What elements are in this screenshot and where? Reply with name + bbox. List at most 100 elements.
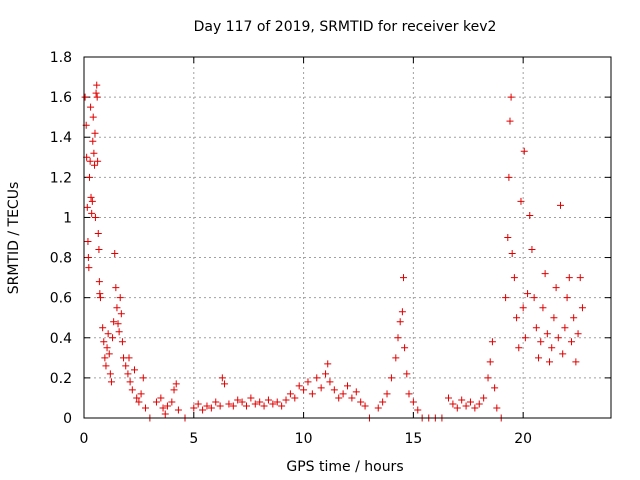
data-point	[116, 294, 124, 302]
data-point	[548, 344, 556, 352]
y-tick-label: 1.6	[50, 90, 72, 106]
data-point	[91, 161, 99, 169]
data-point	[578, 304, 586, 312]
data-point	[242, 402, 250, 410]
data-point	[572, 358, 580, 366]
data-point	[541, 270, 549, 278]
data-point	[403, 370, 411, 378]
data-point	[87, 103, 95, 111]
data-point	[94, 157, 102, 165]
data-point	[543, 330, 551, 338]
data-point	[95, 278, 103, 286]
data-point	[521, 334, 529, 342]
data-point	[399, 274, 407, 282]
data-point	[89, 137, 97, 145]
data-point	[170, 386, 178, 394]
data-point	[218, 374, 226, 382]
data-point	[89, 113, 97, 121]
data-point	[126, 378, 134, 386]
data-point	[113, 304, 121, 312]
data-point	[392, 354, 400, 362]
data-point	[520, 147, 528, 155]
data-point	[530, 294, 538, 302]
y-tick-label: 0.4	[50, 331, 72, 347]
data-point	[546, 358, 554, 366]
data-point	[112, 284, 120, 292]
data-point	[480, 394, 488, 402]
data-point	[308, 390, 316, 398]
data-point	[163, 402, 171, 410]
data-point	[111, 250, 119, 258]
data-point	[124, 370, 132, 378]
data-point	[203, 402, 211, 410]
data-point	[502, 294, 510, 302]
data-point	[131, 366, 139, 374]
data-point	[269, 400, 277, 408]
data-point	[458, 396, 466, 404]
data-point	[86, 157, 94, 165]
data-point	[409, 398, 417, 406]
data-point	[508, 250, 516, 258]
data-point	[510, 274, 518, 282]
data-point	[157, 394, 165, 402]
data-point	[552, 284, 560, 292]
data-point	[513, 314, 521, 322]
data-point	[251, 400, 259, 408]
data-point	[576, 274, 584, 282]
data-point	[247, 394, 255, 402]
data-point	[405, 390, 413, 398]
data-point	[117, 310, 125, 318]
chart-title: Day 117 of 2019, SRMTID for receiver kev…	[194, 19, 497, 35]
data-point	[199, 406, 207, 414]
data-series	[81, 81, 586, 422]
data-point	[357, 398, 365, 406]
data-point	[563, 294, 571, 302]
data-point	[396, 318, 404, 326]
y-tick-label: 0.2	[50, 371, 72, 387]
data-point	[286, 390, 294, 398]
data-point	[539, 304, 547, 312]
data-point	[221, 380, 229, 388]
data-point	[273, 398, 281, 406]
data-point	[383, 390, 391, 398]
data-point	[135, 398, 143, 406]
data-point	[532, 324, 540, 332]
data-point	[141, 404, 149, 412]
data-point	[486, 358, 494, 366]
data-point	[93, 81, 101, 89]
data-point	[352, 388, 360, 396]
data-point	[96, 294, 104, 302]
x-tick-label: 10	[295, 431, 313, 447]
data-point	[574, 330, 582, 338]
data-point	[115, 328, 123, 336]
y-tick-label: 1.4	[50, 130, 72, 146]
data-point	[304, 378, 312, 386]
x-tick-label: 5	[189, 431, 198, 447]
data-point	[264, 396, 272, 404]
data-point	[109, 334, 117, 342]
data-point	[475, 400, 483, 408]
data-point	[517, 197, 525, 205]
data-point	[505, 173, 513, 181]
data-point	[216, 402, 224, 410]
data-point	[83, 203, 91, 211]
data-point	[94, 229, 102, 237]
data-point	[295, 382, 303, 390]
data-point	[256, 398, 264, 406]
data-point	[550, 314, 558, 322]
data-point	[139, 374, 147, 382]
data-point	[528, 246, 536, 254]
x-tick-label: 20	[514, 431, 532, 447]
y-tick-label: 1.8	[50, 50, 72, 66]
data-point	[519, 304, 527, 312]
data-point	[466, 398, 474, 406]
data-point	[313, 374, 321, 382]
data-point	[445, 394, 453, 402]
data-point	[96, 290, 104, 298]
data-point	[462, 402, 470, 410]
data-point	[225, 400, 233, 408]
data-point	[229, 402, 237, 410]
y-tick-label: 0	[63, 411, 72, 427]
data-point	[361, 402, 369, 410]
